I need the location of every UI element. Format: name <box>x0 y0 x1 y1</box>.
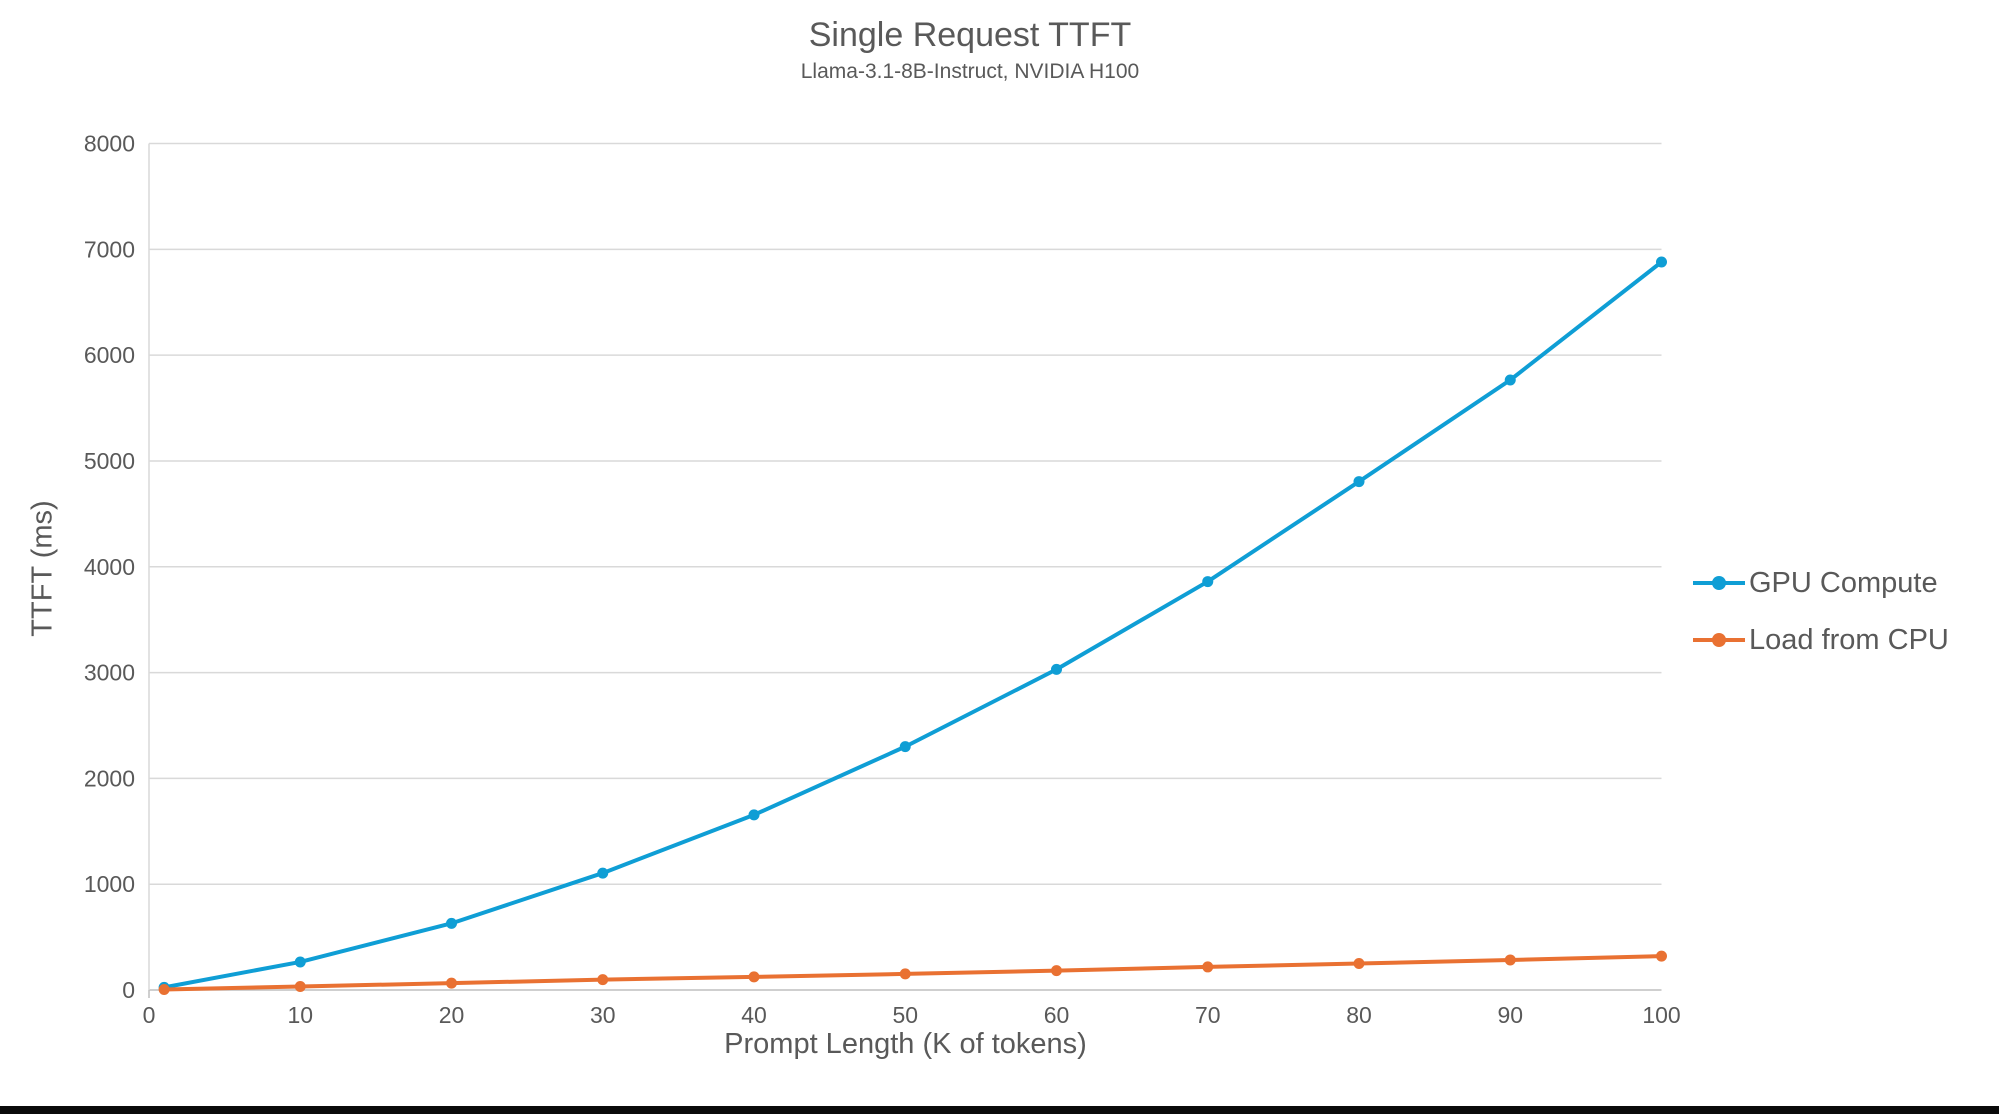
legend-marker-load-from-cpu <box>1693 633 1745 647</box>
data-point <box>1656 256 1667 268</box>
legend-item-gpu-compute: GPU Compute <box>1693 566 1949 600</box>
y-tick-label: 3000 <box>84 660 135 686</box>
data-point <box>446 977 457 989</box>
legend-label: GPU Compute <box>1749 566 1938 599</box>
data-point <box>1656 950 1667 962</box>
y-tick-label: 0 <box>122 977 135 1003</box>
y-tick-label: 7000 <box>84 236 135 262</box>
legend-item-load-from-cpu: Load from CPU <box>1693 623 1949 657</box>
x-tick-label: 20 <box>439 1002 465 1028</box>
y-tick-label: 4000 <box>84 554 135 580</box>
data-point <box>446 917 457 929</box>
x-tick-label: 70 <box>1195 1002 1221 1028</box>
y-tick-label: 1000 <box>84 871 135 897</box>
data-point <box>1202 576 1214 588</box>
data-point <box>1051 663 1062 675</box>
y-tick-label: 2000 <box>84 765 135 791</box>
x-tick-label: 30 <box>590 1002 616 1028</box>
x-tick-label: 0 <box>143 1002 156 1028</box>
series-line-1 <box>162 954 1664 992</box>
data-point <box>748 809 760 821</box>
data-point <box>1504 954 1516 966</box>
x-tick-label: 100 <box>1642 1002 1680 1028</box>
data-point <box>294 981 306 993</box>
data-point <box>1353 958 1365 970</box>
data-point <box>748 971 760 983</box>
bottom-border <box>0 1106 1999 1114</box>
legend-dot-icon <box>1712 633 1726 647</box>
data-point <box>294 956 306 968</box>
legend-marker-gpu-compute <box>1693 576 1745 590</box>
data-point <box>899 968 911 980</box>
legend-label: Load from CPU <box>1749 623 1949 656</box>
data-point <box>1051 965 1062 977</box>
data-point <box>1353 476 1365 488</box>
y-tick-label: 5000 <box>84 448 135 474</box>
y-axis-title: TTFT (ms) <box>26 500 59 637</box>
chart-subtitle: Llama-3.1-8B-Instruct, NVIDIA H100 <box>800 60 1140 83</box>
series-line-0 <box>162 260 1664 990</box>
x-tick-label: 90 <box>1497 1002 1523 1028</box>
data-point <box>597 867 609 879</box>
y-tick-label: 8000 <box>84 131 135 157</box>
data-point <box>597 974 609 986</box>
legend-dot-icon <box>1712 576 1726 590</box>
x-axis-title: Prompt Length (K of tokens) <box>724 1028 1087 1060</box>
data-point <box>1202 961 1214 973</box>
x-tick-label: 50 <box>892 1002 918 1028</box>
data-point <box>158 983 170 995</box>
x-tick-label: 60 <box>1044 1002 1070 1028</box>
data-point <box>899 741 911 753</box>
chart-title: Single Request TTFT <box>808 16 1132 54</box>
data-point <box>1504 374 1516 386</box>
x-tick-label: 40 <box>741 1002 767 1028</box>
x-tick-label: 10 <box>287 1002 313 1028</box>
legend: GPU Compute Load from CPU <box>1693 566 1949 657</box>
y-tick-label: 6000 <box>84 342 135 368</box>
x-tick-label: 80 <box>1346 1002 1372 1028</box>
